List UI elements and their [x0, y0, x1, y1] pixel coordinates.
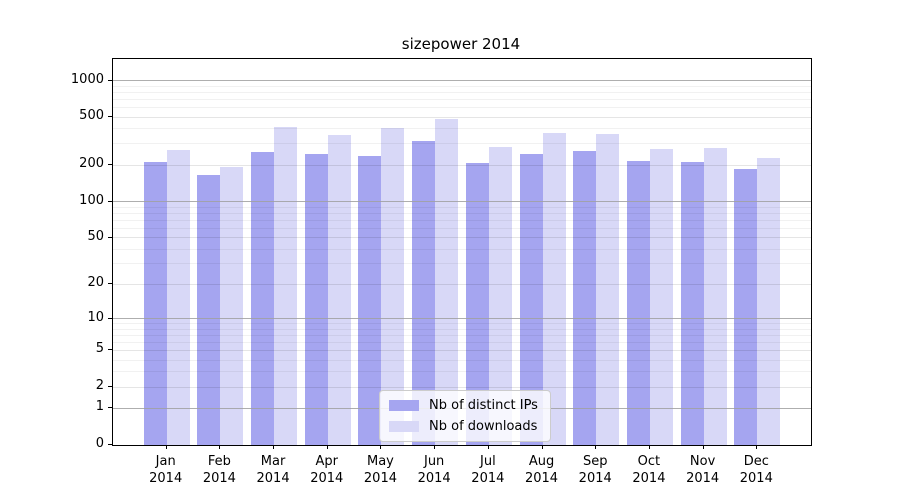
legend-item-distinct-ips: Nb of distinct IPs	[389, 398, 538, 413]
bar-nb-of-distinct-ips-feb	[197, 175, 221, 445]
y-tick-mark	[108, 407, 112, 409]
x-tick-label: Nov 2014	[686, 454, 720, 486]
x-tick-mark	[165, 445, 167, 449]
x-tick-label: May 2014	[363, 454, 397, 486]
bars-layer	[113, 59, 811, 445]
x-tick-mark	[273, 445, 275, 449]
x-tick-label: Jul 2014	[471, 454, 505, 486]
y-tick-label: 0	[95, 436, 104, 451]
y-tick-mark	[108, 200, 112, 202]
y-tick-label: 10	[87, 309, 104, 325]
y-tick-mark	[108, 236, 112, 238]
x-tick-mark	[756, 445, 758, 449]
y-tick-mark	[108, 164, 112, 166]
y-tick-label: 1000	[70, 71, 104, 87]
plot-area: Nb of distinct IPs Nb of downloads	[112, 58, 812, 446]
x-tick-mark	[219, 445, 221, 449]
bar-nb-of-downloads-may	[381, 127, 405, 445]
y-tick-label: 2	[95, 378, 104, 394]
x-tick-label: Dec 2014	[739, 454, 773, 486]
bar-nb-of-distinct-ips-sep	[573, 151, 597, 445]
x-tick-mark	[541, 445, 543, 449]
y-tick-mark	[108, 444, 112, 445]
y-tick-mark	[108, 79, 112, 81]
x-tick-label: Aug 2014	[524, 454, 559, 486]
bar-nb-of-distinct-ips-jan	[143, 161, 167, 445]
y-tick-mark	[108, 317, 112, 319]
y-tick-mark	[108, 386, 112, 388]
chart-title: sizepower 2014	[401, 35, 521, 53]
legend-label-distinct-ips: Nb of distinct IPs	[429, 398, 538, 413]
bar-nb-of-downloads-oct	[649, 149, 673, 445]
y-tick-label: 20	[87, 275, 104, 291]
y-tick-label: 1	[95, 399, 104, 415]
bar-nb-of-downloads-jan	[166, 150, 190, 445]
bar-nb-of-distinct-ips-apr	[304, 153, 328, 445]
x-tick-label: Jun 2014	[417, 454, 451, 486]
bar-nb-of-distinct-ips-may	[358, 155, 382, 445]
bar-nb-of-downloads-feb	[220, 167, 244, 445]
legend-swatch-distinct-ips	[389, 400, 419, 411]
bar-nb-of-distinct-ips-dec	[734, 169, 758, 445]
y-tick-label: 50	[87, 228, 104, 244]
x-tick-mark	[380, 445, 382, 449]
bar-nb-of-distinct-ips-nov	[680, 162, 704, 445]
x-tick-mark	[595, 445, 597, 449]
bar-nb-of-downloads-dec	[757, 157, 781, 445]
x-tick-label: Mar 2014	[256, 454, 290, 486]
bar-nb-of-downloads-nov	[703, 148, 727, 445]
x-tick-mark	[702, 445, 704, 449]
bar-nb-of-distinct-ips-mar	[251, 152, 275, 445]
y-tick-mark	[108, 116, 112, 118]
bar-nb-of-downloads-aug	[542, 133, 566, 445]
legend-item-downloads: Nb of downloads	[389, 419, 538, 434]
y-tick-label: 5	[95, 341, 104, 357]
bar-nb-of-downloads-sep	[596, 133, 620, 445]
x-tick-label: Sep 2014	[578, 454, 612, 486]
x-tick-mark	[434, 445, 436, 449]
y-tick-label: 200	[79, 156, 104, 172]
y-tick-mark	[108, 349, 112, 351]
y-tick-label: 100	[79, 192, 104, 208]
bar-nb-of-distinct-ips-jul	[465, 162, 489, 445]
bar-nb-of-distinct-ips-jun	[412, 141, 436, 445]
y-tick-mark	[108, 283, 112, 285]
x-tick-mark	[326, 445, 328, 449]
x-tick-mark	[648, 445, 650, 449]
x-tick-label: Feb 2014	[202, 454, 236, 486]
legend-label-downloads: Nb of downloads	[429, 419, 538, 434]
bar-nb-of-downloads-jun	[435, 119, 459, 445]
legend-swatch-downloads	[389, 421, 419, 432]
x-tick-label: Oct 2014	[632, 454, 666, 486]
bar-nb-of-downloads-mar	[274, 126, 298, 445]
x-tick-label: Apr 2014	[310, 454, 344, 486]
bar-nb-of-downloads-jul	[488, 147, 512, 445]
bar-nb-of-distinct-ips-oct	[626, 160, 650, 445]
bar-nb-of-downloads-apr	[327, 134, 351, 445]
x-tick-mark	[487, 445, 489, 449]
y-tick-label: 500	[79, 108, 104, 124]
x-tick-label: Jan 2014	[149, 454, 183, 486]
legend: Nb of distinct IPs Nb of downloads	[379, 390, 551, 442]
bar-nb-of-distinct-ips-aug	[519, 153, 543, 445]
